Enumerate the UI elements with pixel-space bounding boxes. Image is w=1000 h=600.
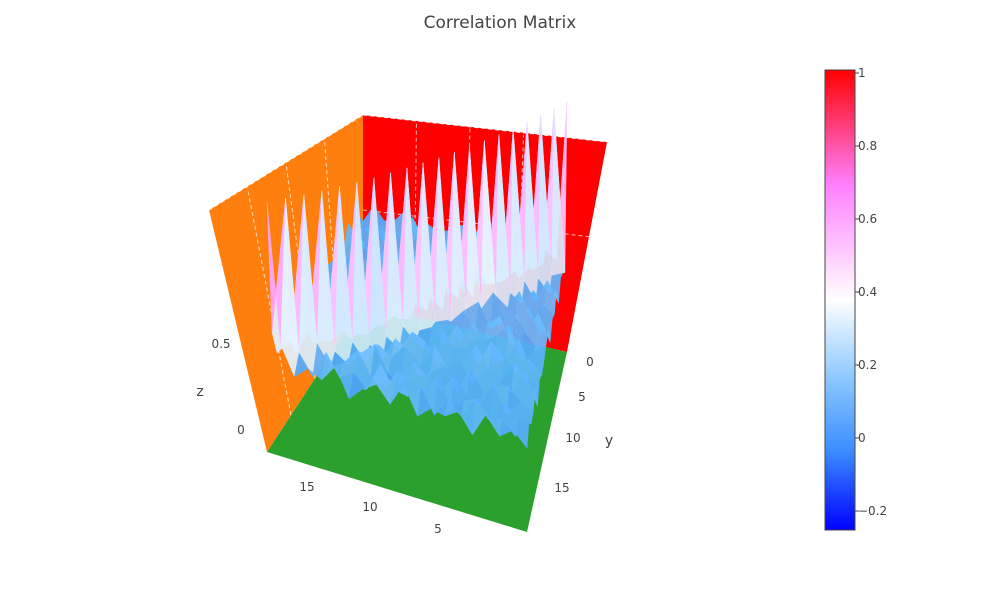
colorbar[interactable]: 1 0.8 0.6 0.4 0.2 0 −0.2 bbox=[824, 66, 887, 531]
chart-title: Correlation Matrix bbox=[423, 13, 577, 33]
colorbar-tick-label: 0.2 bbox=[858, 358, 877, 372]
z-tick-label: 0 bbox=[237, 423, 245, 437]
colorbar-tick-label: 0.6 bbox=[858, 212, 877, 226]
axis-ticks: 5 10 15 0 5 10 15 y 0 0.5 z bbox=[196, 337, 613, 536]
z-axis-title: z bbox=[196, 384, 203, 400]
colorbar-ticks: 1 0.8 0.6 0.4 0.2 0 −0.2 bbox=[855, 66, 887, 518]
y-tick-label: 15 bbox=[554, 481, 569, 495]
x-tick-label: 15 bbox=[299, 480, 314, 494]
colorbar-tick-label: 1 bbox=[858, 66, 866, 80]
colorbar-tick-label: 0 bbox=[858, 431, 866, 445]
wall-gridline bbox=[324, 139, 340, 342]
wall-gridline bbox=[208, 114, 364, 211]
y-tick-label: 5 bbox=[578, 390, 586, 404]
wall-gridline bbox=[247, 187, 292, 416]
y-axis-title: y bbox=[605, 433, 613, 449]
surface-cell bbox=[513, 420, 530, 449]
x-tick-label: 10 bbox=[362, 500, 377, 514]
colorbar-tick-label: 0.4 bbox=[858, 285, 877, 299]
z-tick-label: 0.5 bbox=[211, 337, 230, 351]
wall-gridline bbox=[515, 135, 524, 341]
surface-mesh bbox=[266, 101, 568, 449]
y-tick-label: 10 bbox=[565, 431, 580, 445]
colorbar-gradient bbox=[824, 69, 856, 531]
colorbar-tick-label: 0.8 bbox=[858, 139, 877, 153]
wall-gridline bbox=[413, 121, 417, 317]
colorbar-tick-label: −0.2 bbox=[858, 504, 887, 518]
x-tick-label: 5 bbox=[434, 522, 442, 536]
y-tick-label: 0 bbox=[586, 355, 594, 369]
